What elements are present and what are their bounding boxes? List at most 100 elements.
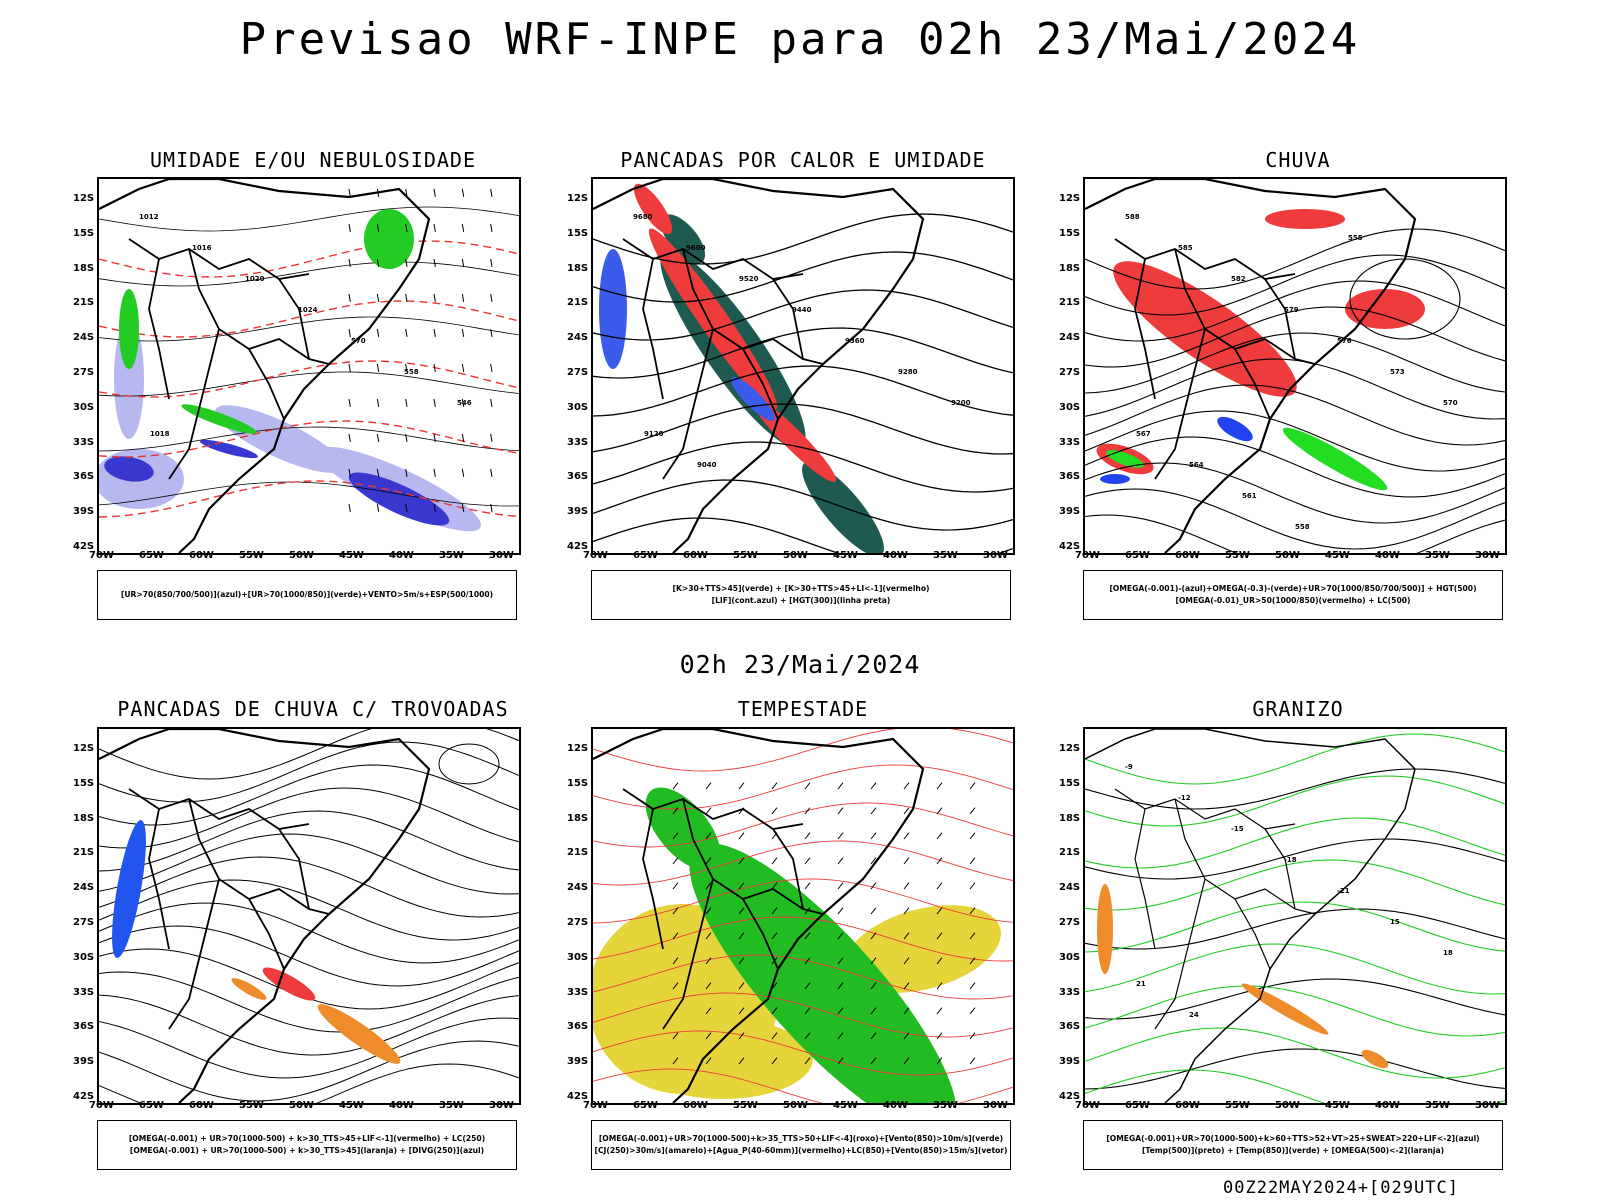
hgt-labels: 9680 9600 9520 9440 9360 9280 9200 9120 9040 — [633, 213, 971, 469]
lon-tick: 45W — [833, 1100, 858, 1111]
lon-tick: 70W — [583, 1100, 608, 1111]
legend-box: [OMEGA(-0.001)-(azul)+OMEGA(-0.3)-(verde… — [1083, 570, 1503, 620]
lat-tick: 33S — [567, 436, 589, 448]
rain-blue — [1100, 416, 1253, 484]
lat-tick: 18S — [1059, 262, 1081, 274]
lon-tick: 55W — [1225, 1100, 1250, 1111]
wind-vectors — [672, 782, 976, 1065]
lat-tick: 15S — [567, 777, 589, 789]
contour-label: 570 — [351, 337, 366, 345]
contour-label: 558 — [1295, 523, 1310, 531]
contour-label: 9040 — [697, 461, 717, 469]
map-base — [99, 179, 431, 553]
lon-tick: 65W — [139, 1100, 164, 1111]
contour-label: 1016 — [192, 244, 212, 252]
lon-tick: 70W — [583, 550, 608, 561]
lat-tick: 27S — [1059, 917, 1081, 928]
contour-label: 582 — [1231, 275, 1246, 283]
lon-tick: 50W — [783, 550, 808, 561]
omega500 — [1097, 884, 1389, 1069]
lon-tick: 40W — [883, 550, 908, 561]
contour-label: 546 — [457, 399, 472, 407]
legend-box: [OMEGA(-0.001)+UR>70(1000-500)+k>35_TTS>… — [591, 1120, 1011, 1170]
lat-tick: 21S — [73, 847, 95, 859]
panel-title: CHUVA — [1265, 148, 1331, 172]
contour-label: 576 — [1337, 337, 1352, 345]
contour-label: 1020 — [245, 275, 265, 283]
lon-tick: 30W — [1475, 550, 1500, 561]
lat-tick: 30S — [73, 951, 95, 963]
divergence — [112, 820, 146, 958]
panel-title: GRANIZO — [1252, 697, 1344, 721]
lat-tick: 33S — [567, 986, 589, 998]
legend-box: [K>30+TTS>45](verde) + [K>30+TTS>45+LI<-… — [591, 570, 1011, 620]
contour-label: 9280 — [898, 368, 918, 376]
lat-tick: 36S — [73, 1021, 95, 1033]
storm-orange — [231, 978, 401, 1064]
lon-tick: 45W — [833, 550, 858, 561]
contour-label: 561 — [1242, 492, 1257, 500]
lon-tick: 55W — [239, 550, 264, 561]
lat-tick: 30S — [567, 401, 589, 413]
lat-tick: 24S — [567, 332, 589, 344]
legend-line: [OMEGA(-0.001)-(azul)+OMEGA(-0.3)-(verde… — [1109, 584, 1477, 593]
lon-tick: 30W — [489, 1100, 514, 1111]
lon-tick: 65W — [633, 550, 658, 561]
lat-tick: 39S — [1059, 506, 1081, 518]
wind-850 — [645, 787, 957, 1103]
lat-tick: 39S — [567, 506, 589, 518]
lat-tick: 30S — [567, 951, 589, 963]
contour-label: 567 — [1136, 430, 1151, 438]
lat-tick: 24S — [73, 882, 95, 894]
run-info: 00Z22MAY2024+[029UTC] — [1223, 1178, 1459, 1198]
lon-tick: 50W — [1275, 1100, 1300, 1111]
lat-tick: 15S — [73, 777, 95, 789]
storm-red — [262, 967, 316, 1001]
lon-tick: 35W — [933, 550, 958, 561]
heat-humidity-li — [633, 183, 837, 483]
map-base — [593, 729, 925, 1103]
lat-tick: 18S — [1059, 812, 1081, 824]
page-title: Previsao WRF-INPE para 02h 23/Mai/2024 — [239, 14, 1361, 65]
lat-tick: 27S — [73, 367, 95, 378]
lat-tick: 27S — [1059, 367, 1081, 378]
lat-tick: 39S — [73, 1056, 95, 1068]
map-view: -9 -12 -15 -18 -21 15 18 21 24 — [1083, 727, 1507, 1105]
lat-tick: 33S — [73, 436, 95, 448]
lat-tick: 12S — [73, 743, 95, 754]
contour-label: 9360 — [845, 337, 865, 345]
lon-tick: 40W — [389, 550, 414, 561]
wind-vectors — [348, 188, 493, 512]
lat-tick: 21S — [1059, 847, 1081, 859]
legend-line: [OMEGA(-0.001)+UR>70(1000-500)+k>35_TTS>… — [598, 1134, 1004, 1143]
map-view: 1012 1016 1020 1024 570 558 546 1018 — [97, 177, 521, 555]
lon-tick: 60W — [1175, 550, 1200, 561]
contour-label: -18 — [1284, 856, 1297, 864]
contour-label: 18 — [1443, 949, 1453, 957]
lon-tick: 45W — [1325, 550, 1350, 561]
contour-label: 15 — [1390, 918, 1400, 926]
lon-tick: 40W — [389, 1100, 414, 1111]
low-humidity-shade — [119, 209, 414, 434]
temp850 — [1085, 733, 1505, 1103]
lon-tick: 70W — [1075, 1100, 1100, 1111]
streamlines — [593, 729, 1013, 1103]
lon-tick: 70W — [89, 550, 114, 561]
contour-label: 9600 — [686, 244, 706, 252]
lat-tick: 42S — [1059, 1091, 1081, 1102]
lon-tick: 40W — [883, 1100, 908, 1111]
contour-label: -21 — [1337, 887, 1350, 895]
panel-title: UMIDADE E/OU NEBULOSIDADE — [149, 148, 477, 172]
legend-line: [OMEGA(-0.001) + UR>70(1000-500) + k>30_… — [129, 1146, 485, 1155]
map-view — [591, 727, 1015, 1105]
contour-label: 1018 — [150, 430, 170, 438]
legend-line: [OMEGA(-0.001) + UR>70(1000-500) + k>30_… — [128, 1134, 486, 1143]
lat-tick: 39S — [73, 506, 95, 518]
lon-tick: 45W — [1325, 1100, 1350, 1111]
lat-tick: 12S — [1059, 193, 1081, 204]
lon-tick: 30W — [489, 550, 514, 561]
lat-tick: 12S — [1059, 743, 1081, 754]
panel-title: PANCADAS POR CALOR E UMIDADE — [620, 148, 986, 172]
lon-tick: 55W — [733, 1100, 758, 1111]
hgt500-labels: 588 585 582 579 576 573 570 567 564 561 558 555 — [1125, 213, 1458, 531]
